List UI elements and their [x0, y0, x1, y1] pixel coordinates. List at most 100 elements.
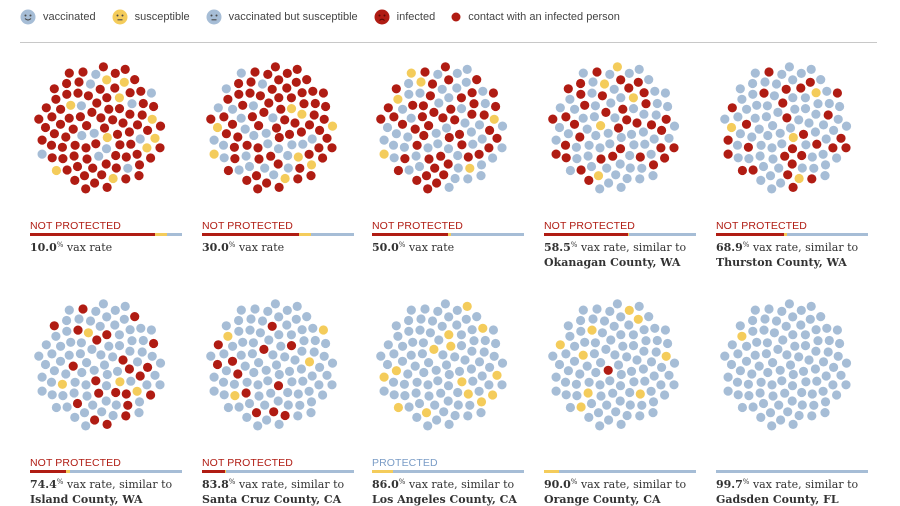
dot-vaccinated	[271, 360, 282, 370]
dot-infected	[74, 77, 84, 87]
dot-vaccinated	[444, 419, 454, 429]
dot-infected	[782, 113, 792, 123]
dot-vaccinated	[293, 389, 303, 399]
dot-vaccinated	[615, 381, 626, 391]
percent-sign: %	[398, 478, 406, 486]
dot-vaccinated	[489, 351, 499, 361]
dot-vaccinated	[135, 134, 145, 144]
legend-label: susceptible	[134, 11, 190, 23]
dot-vaccinated	[648, 397, 659, 407]
dot-infected	[88, 163, 98, 173]
dot-vaccinated	[595, 380, 605, 390]
dot-vaccinated	[456, 330, 466, 340]
dot-susceptible	[66, 100, 76, 110]
dot-vaccinated	[835, 338, 845, 349]
dot-vaccinated	[582, 124, 592, 134]
dot-vaccinated	[443, 144, 454, 154]
dot-vaccinated	[244, 398, 255, 409]
dot-vaccinated	[798, 366, 809, 376]
dot-infected	[56, 104, 66, 114]
dot-infected	[472, 75, 482, 85]
dot-vaccinated	[114, 341, 125, 351]
dot-vaccinated	[800, 341, 811, 351]
vax-rate-text: vax rate, similar to	[235, 478, 345, 491]
dot-vaccinated	[236, 305, 246, 315]
dot-vaccinated	[776, 178, 786, 188]
dot-vaccinated	[242, 412, 252, 422]
dot-infected	[479, 110, 489, 120]
dot-vaccinated	[416, 314, 426, 324]
dot-infected	[759, 88, 769, 98]
dot-vaccinated	[723, 386, 733, 396]
dot-vaccinated	[62, 402, 72, 412]
dot-infected	[262, 178, 272, 188]
dot-vaccinated	[755, 151, 765, 161]
dot-infected	[254, 154, 264, 164]
dot-vaccinated	[763, 130, 773, 141]
dot-vaccinated	[816, 312, 826, 322]
dot-vaccinated	[767, 380, 777, 390]
dot-infected	[669, 143, 679, 153]
dot-vaccinated	[657, 362, 667, 372]
dot-infected	[563, 84, 573, 94]
dot-vaccinated	[821, 134, 831, 144]
dot-susceptible	[102, 132, 112, 143]
dot-infected	[73, 325, 83, 335]
dot-vaccinated	[101, 381, 112, 391]
dot-infected	[234, 89, 244, 99]
dot-infected	[561, 112, 571, 122]
dot-vaccinated	[648, 171, 658, 181]
dot-vaccinated	[764, 304, 774, 314]
dot-vaccinated	[590, 101, 600, 111]
dot-vaccinated	[797, 387, 807, 398]
dot-infected	[376, 114, 386, 124]
dot-infected	[315, 125, 325, 135]
dot-vaccinated	[606, 335, 616, 345]
bar-segment-vaccinated	[451, 233, 524, 236]
dot-infected	[322, 133, 332, 143]
dot-vaccinated	[399, 379, 409, 389]
dot-vaccinated	[565, 165, 575, 176]
neutral-face-icon	[112, 9, 128, 25]
dot-vaccinated	[440, 299, 450, 309]
dot-vaccinated	[628, 341, 639, 351]
panel-10: 99.7% vax rate, similar to Gadsden County…	[716, 295, 868, 506]
dot-infected	[467, 109, 477, 119]
dot-vaccinated	[398, 104, 408, 114]
dot-infected	[64, 68, 74, 78]
dot-vaccinated	[820, 160, 831, 170]
dot-vaccinated	[438, 350, 448, 360]
dot-vaccinated	[733, 390, 743, 400]
dot-vaccinated	[66, 337, 76, 347]
dot-vaccinated	[58, 391, 68, 401]
composition-bar	[716, 233, 868, 236]
dot-vaccinated	[787, 396, 797, 406]
dot-vaccinated	[453, 150, 463, 161]
dot-infected	[263, 69, 273, 79]
legend-label: vaccinated but susceptible	[228, 11, 358, 23]
dot-vaccinated	[605, 139, 615, 149]
dot-infected	[309, 110, 319, 120]
dot-vaccinated	[780, 388, 790, 398]
dot-vaccinated	[274, 419, 284, 429]
dot-vaccinated	[768, 391, 778, 401]
dot-vaccinated	[744, 154, 754, 164]
dot-vaccinated	[733, 349, 743, 359]
dot-vaccinated	[431, 365, 441, 375]
vax-rate-text: vax rate, similar to	[749, 478, 859, 491]
dot-vaccinated	[95, 321, 105, 331]
dot-vaccinated	[62, 326, 72, 336]
dot-vaccinated	[282, 320, 292, 330]
dot-vaccinated	[391, 129, 401, 139]
dot-vaccinated	[221, 84, 231, 94]
percent-sign: %	[56, 478, 64, 486]
rate-caption: 83.8% vax rate, similar to Santa Cruz Cou…	[202, 475, 344, 506]
dot-vaccinated	[750, 350, 760, 360]
dot-infected	[274, 75, 284, 85]
dot-infected	[812, 139, 822, 149]
dot-vaccinated	[622, 352, 632, 362]
dot-vaccinated	[583, 151, 593, 161]
dot-infected	[270, 62, 280, 72]
dot-vaccinated	[640, 139, 650, 149]
panel-5: NOT PROTECTED 68.9% vax rate, similar to T…	[716, 58, 868, 278]
